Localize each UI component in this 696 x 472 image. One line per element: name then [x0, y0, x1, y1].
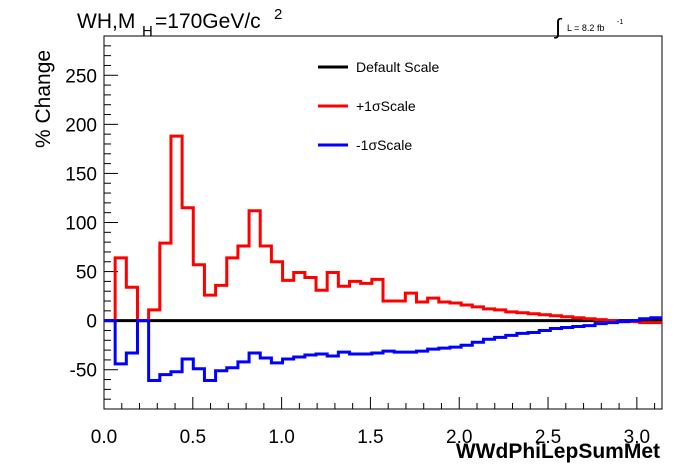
title-superscript: 2 [274, 6, 282, 23]
chart-title: WH,M H =170GeV/c 2 [77, 6, 282, 40]
x-tick-label: 2.0 [446, 427, 472, 448]
legend-entry-minus1sigma: -1σScale [318, 137, 412, 153]
series-line-minus1sigma-scale [104, 316, 662, 383]
y-tick-label: 250 [65, 66, 97, 87]
series-line-plus1sigma-scale [104, 134, 662, 325]
luminosity-label: ∫ L = 8.2 fb -1 [553, 14, 623, 39]
x-tick-label: 0.5 [180, 427, 206, 448]
series-group [104, 134, 662, 383]
x-tick-label: 1.0 [268, 427, 294, 448]
luminosity-text: L = 8.2 fb [567, 23, 604, 33]
y-axis-ticks: -50 0 50 100 150 200 250 [65, 45, 118, 400]
legend: Default Scale +1σScale -1σScale [318, 59, 439, 153]
x-axis-title: WWdPhiLepSumMet [456, 440, 660, 463]
legend-label-plus1sigma: +1σScale [356, 98, 416, 114]
x-tick-label: 1.5 [357, 427, 383, 448]
y-tick-label: -50 [70, 361, 97, 382]
x-axis-ticks: 0.0 0.5 1.0 1.5 2.0 2.5 3.0 [91, 397, 656, 448]
legend-entry-default: Default Scale [318, 59, 439, 75]
title-subscript: H [142, 23, 153, 40]
y-tick-label: 0 [86, 312, 97, 333]
legend-label-default: Default Scale [356, 59, 439, 75]
title-main: WH,M [77, 10, 135, 33]
x-tick-label: 2.5 [535, 427, 561, 448]
y-tick-label: 150 [65, 164, 97, 185]
y-tick-label: 200 [65, 115, 97, 136]
x-tick-label: 3.0 [624, 427, 650, 448]
y-axis-title: % Change [32, 50, 55, 148]
x-tick-label: 0.0 [91, 427, 117, 448]
integral-symbol: ∫ [553, 14, 563, 39]
legend-entry-plus1sigma: +1σScale [318, 98, 416, 114]
y-tick-label: 50 [76, 263, 97, 284]
title-mass: =170GeV/c [155, 10, 261, 33]
legend-label-minus1sigma: -1σScale [356, 137, 412, 153]
y-tick-label: 100 [65, 214, 97, 235]
luminosity-superscript: -1 [617, 19, 623, 26]
